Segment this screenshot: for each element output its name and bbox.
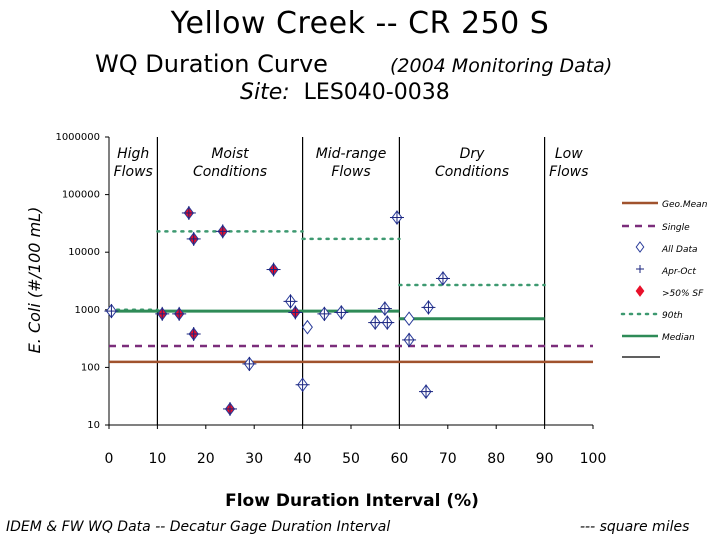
zone-label: Flows: [114, 164, 153, 180]
all-data-marker: [403, 311, 415, 327]
x-tick-label: 100: [580, 451, 607, 467]
y-tick-label: 10: [87, 420, 100, 431]
legend-swatch: [635, 241, 645, 253]
legend-swatch: [635, 285, 645, 297]
y-tick-label: 10000: [68, 247, 100, 258]
chart-subtitle: WQ Duration Curve: [95, 50, 328, 78]
zone-label: Conditions: [193, 164, 267, 180]
x-tick-label: 70: [439, 451, 457, 467]
legend-label: >50% SF: [662, 289, 704, 299]
site-line: Site: LES040-0038: [240, 80, 450, 105]
x-axis-label: Flow Duration Interval (%): [225, 491, 479, 511]
y-tick-label: 100: [81, 362, 100, 373]
legend: Geo.Mean Single All Data Apr-Oct >50% SF 90th…: [620, 200, 708, 358]
y-tick-label: 100000: [62, 190, 100, 201]
x-tick-label: 80: [487, 451, 505, 467]
site-label: Site:: [240, 80, 290, 105]
legend-label: Single: [662, 223, 690, 233]
x-tick-label: 40: [294, 451, 312, 467]
x-tick-label: 20: [197, 451, 215, 467]
site-id: LES040-0038: [303, 80, 450, 105]
y-tick-label: 1000: [75, 305, 100, 316]
y-axis-label: E. Coli (#/100 mL): [25, 207, 44, 354]
axes-layer: 10 100 1000 10000 100000 1000000 0 10 20 30 40 50 60…: [55, 132, 606, 467]
legend-label: Median: [662, 333, 695, 343]
zone-label: Moist: [211, 146, 249, 162]
zone-label: Dry: [460, 146, 486, 162]
all-data-marker: [301, 319, 313, 335]
x-tick-label: 0: [105, 451, 114, 467]
x-tick-label: 50: [342, 451, 360, 467]
y-tick-label: 1000000: [55, 132, 100, 143]
legend-label: 90th: [662, 311, 683, 321]
legend-label: All Data: [661, 245, 698, 255]
zone-label: Flows: [331, 164, 370, 180]
chart-subtitle-period: (2004 Monitoring Data): [390, 55, 613, 77]
legend-label: Geo.Mean: [662, 200, 708, 210]
x-tick-label: 10: [148, 451, 166, 467]
chart-title: Yellow Creek -- CR 250 S: [170, 6, 550, 41]
footer-source-note: IDEM & FW WQ Data -- Decatur Gage Durati…: [6, 519, 391, 535]
zone-label: Flows: [549, 164, 588, 180]
zone-label: High: [117, 146, 149, 162]
footer-area-note: --- square miles: [580, 519, 690, 535]
reference-lines-layer: [107, 230, 593, 364]
x-tick-label: 30: [245, 451, 263, 467]
zone-label: Mid-range: [316, 146, 387, 162]
x-tick-label: 60: [390, 451, 408, 467]
x-tick-label: 90: [536, 451, 554, 467]
legend-label: Apr-Oct: [661, 267, 696, 277]
zone-label: Low: [555, 146, 583, 162]
zone-label: Conditions: [435, 164, 509, 180]
data-points-layer: [104, 205, 450, 416]
